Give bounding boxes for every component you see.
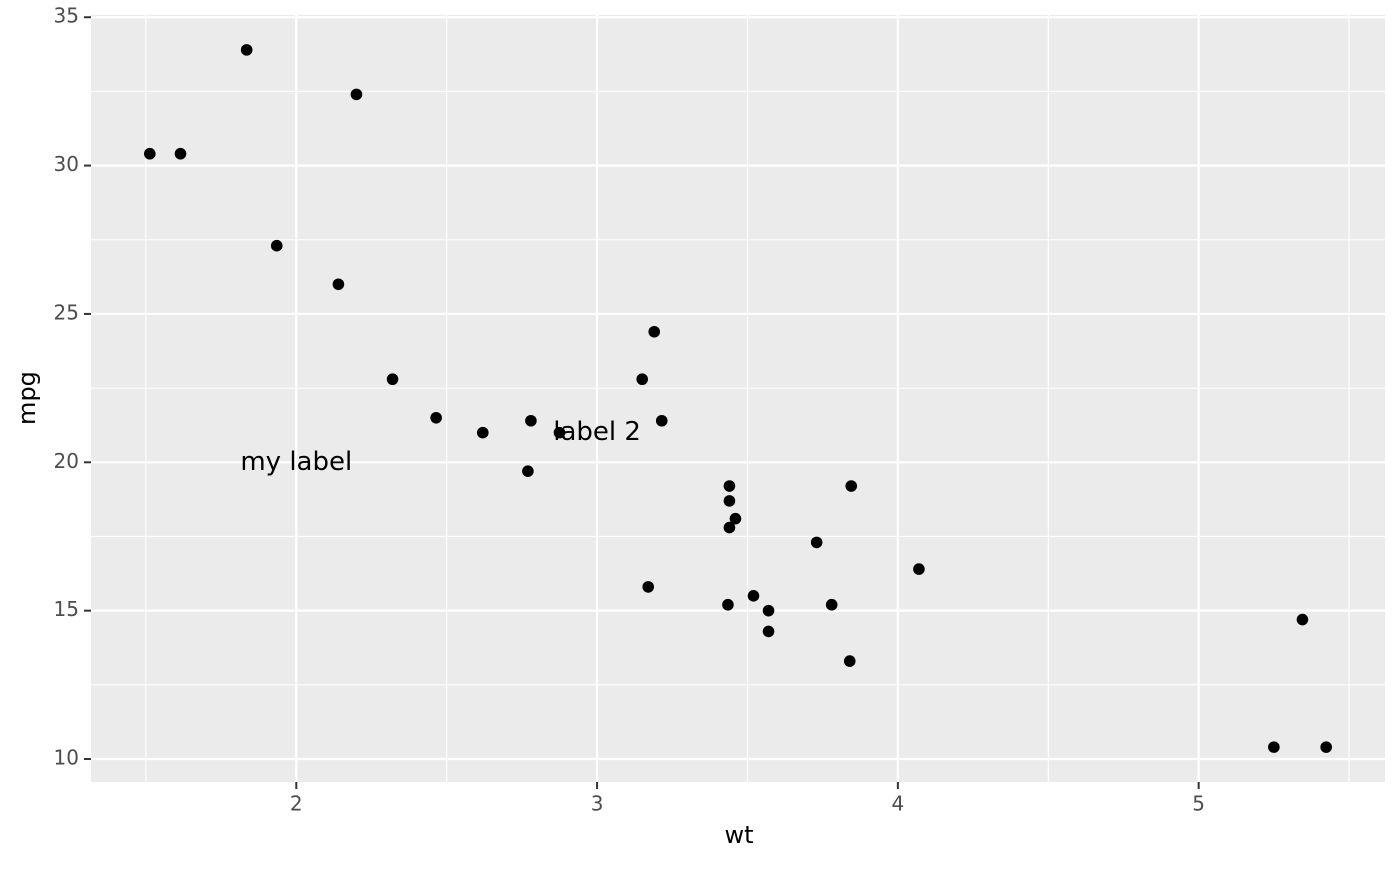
point xyxy=(913,563,925,575)
point xyxy=(476,426,489,439)
point xyxy=(430,411,442,424)
y-tick-label: 25 xyxy=(54,300,79,324)
point xyxy=(810,536,823,549)
point xyxy=(747,590,760,602)
point xyxy=(553,426,566,439)
point xyxy=(270,239,283,252)
x-tick-label: 2 xyxy=(290,792,303,816)
y-tick-label: 20 xyxy=(54,449,79,473)
point xyxy=(655,414,668,427)
y-tick-label: 15 xyxy=(54,597,79,621)
y-tick-label: 10 xyxy=(54,746,79,770)
point xyxy=(723,480,736,492)
annotation: my label xyxy=(240,447,352,477)
point xyxy=(722,598,734,611)
point xyxy=(144,147,156,160)
point xyxy=(1268,741,1280,753)
point xyxy=(240,44,253,56)
point xyxy=(522,465,534,477)
point xyxy=(723,521,736,534)
point xyxy=(845,480,858,492)
point xyxy=(642,581,655,593)
point xyxy=(825,598,838,611)
panel xyxy=(91,15,1385,782)
point xyxy=(762,604,775,617)
point xyxy=(525,414,537,427)
point xyxy=(762,625,775,638)
point xyxy=(386,373,399,386)
x-tick-label: 5 xyxy=(1192,792,1205,816)
point xyxy=(332,278,345,291)
x-tick-label: 3 xyxy=(591,792,604,816)
x-tick-label: 4 xyxy=(892,792,905,816)
annotation: label 2 xyxy=(553,417,641,447)
y-tick-label: 35 xyxy=(54,4,79,28)
point xyxy=(1296,613,1309,626)
point xyxy=(174,147,187,160)
x-axis-title: wt xyxy=(724,821,753,849)
point xyxy=(648,325,661,338)
point xyxy=(350,88,363,101)
point xyxy=(729,512,742,525)
point xyxy=(723,495,736,507)
point xyxy=(1320,741,1332,753)
point xyxy=(636,373,648,386)
y-axis-title: mpg xyxy=(13,371,41,425)
y-tick-label: 30 xyxy=(54,152,79,176)
point xyxy=(843,655,856,667)
